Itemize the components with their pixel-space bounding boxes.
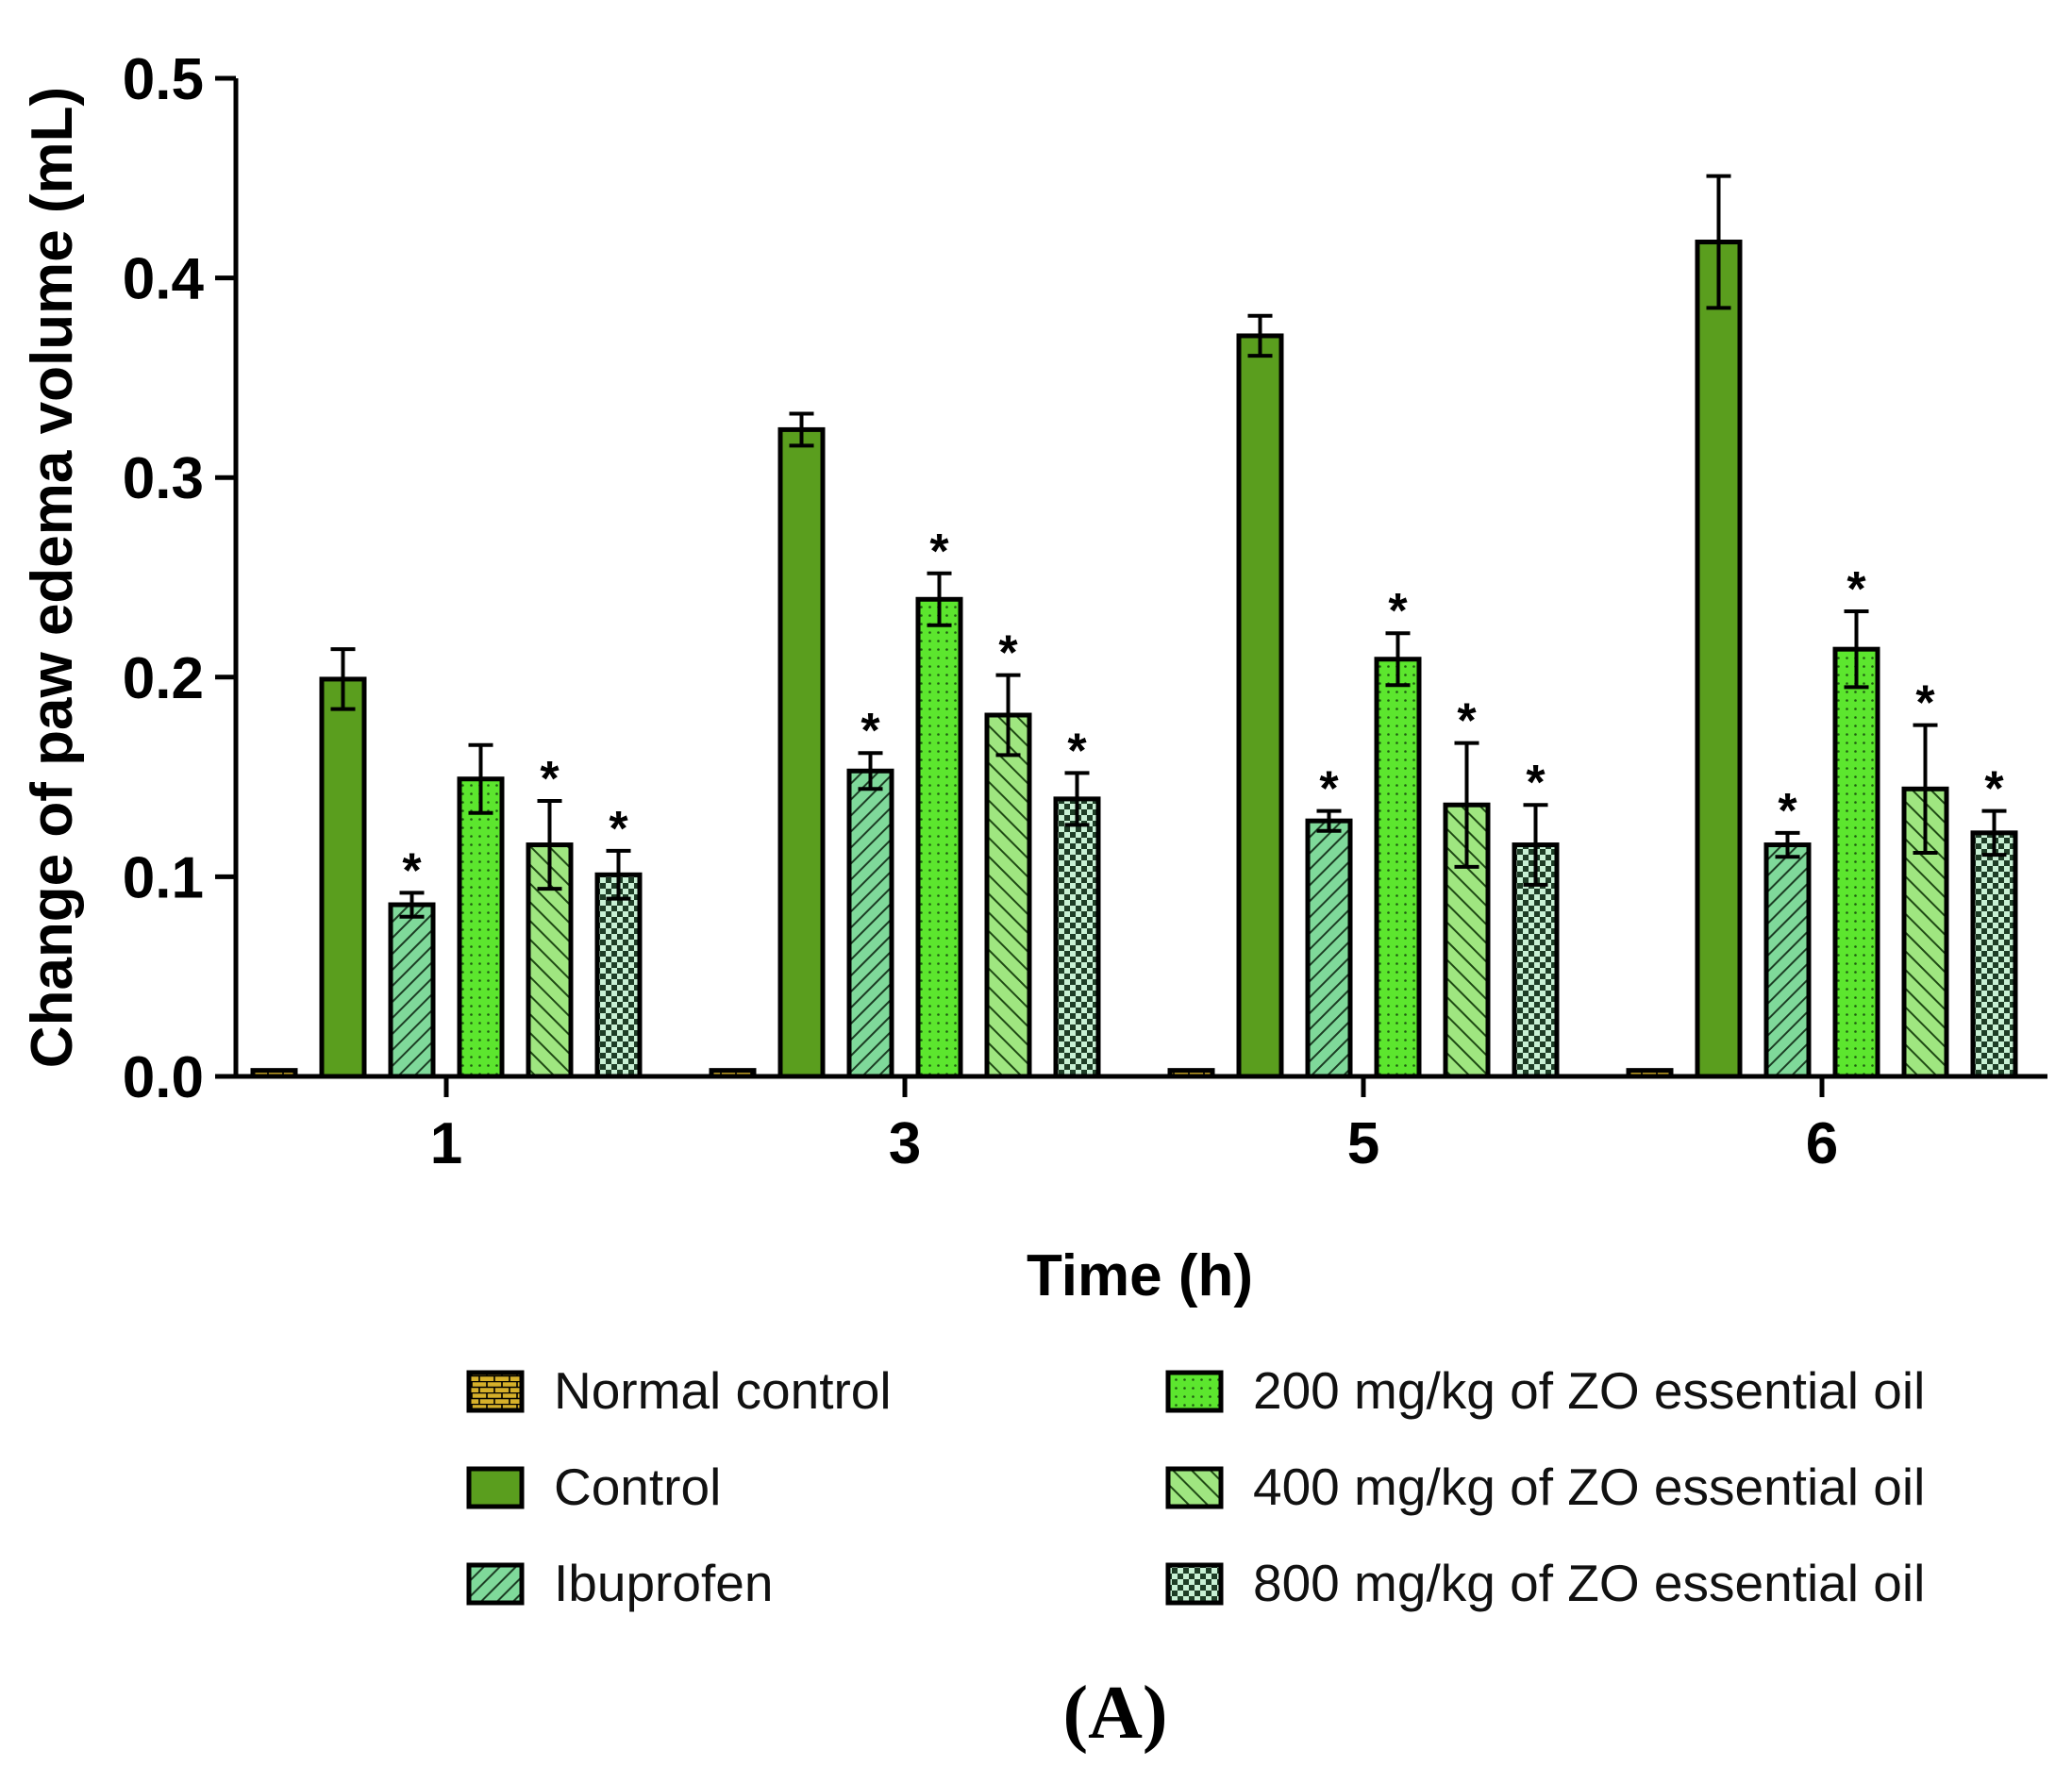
significance-star: * [1526,756,1546,810]
y-tick-label: 0.2 [123,646,204,711]
legend-swatch [1165,1562,1224,1606]
bar [984,712,1032,1079]
significance-star: * [402,843,422,898]
x-ticks: 1 3 5 6 [430,1076,1838,1176]
legend-label: Normal control [554,1361,892,1420]
y-tick-label: 0.0 [123,1045,204,1110]
legend-label: Ibuprofen [554,1554,773,1612]
bar [1695,240,1743,1079]
significance-star: * [998,626,1018,681]
significance-star: * [609,802,628,857]
legend-swatch [466,1466,525,1509]
bar [1763,842,1812,1079]
x-tick-label: 6 [1806,1111,1838,1176]
significance-star: * [1778,784,1797,839]
legend-swatch [1165,1370,1224,1413]
significance-star: * [861,704,880,758]
bar [457,776,505,1079]
bar-marks [250,240,2018,1079]
significance-star: * [1067,724,1087,778]
significance-star: * [1388,584,1408,639]
significance-star: * [540,752,560,807]
bar [1305,818,1353,1079]
y-axis-title: Change of paw edema volume (mL) [20,87,85,1068]
bar [1053,796,1101,1079]
bar [1236,333,1284,1079]
bar [915,596,963,1079]
bar [319,676,367,1079]
bar [250,1068,298,1079]
bar [1626,1068,1674,1079]
error-bars [330,174,2007,919]
bar [594,872,643,1079]
legend-swatch [1165,1466,1224,1509]
x-tick-label: 3 [889,1111,921,1176]
bar [846,768,894,1079]
y-tick-label: 0.5 [123,47,204,112]
bar [709,1068,757,1079]
x-tick-label: 5 [1347,1111,1379,1176]
x-axis-title: Time (h) [1027,1243,1253,1308]
significance-markers: * * * * * * * * * * * * * * * [402,525,2004,899]
bar [777,426,826,1079]
significance-star: * [1846,562,1866,617]
x-tick-label: 1 [430,1111,462,1176]
y-tick-label: 0.4 [123,247,205,312]
legend: Normal control Control Ibuprofen 200 mg/kg … [466,1361,1925,1612]
bar [388,902,436,1079]
significance-star: * [1984,762,2004,817]
panel-label: (A) [1062,1672,1167,1755]
legend-label: 400 mg/kg of ZO essential oil [1253,1458,1925,1516]
significance-star: * [1319,762,1339,817]
y-ticks: 0.0 0.1 0.2 0.3 0.4 0.5 [123,47,236,1110]
significance-star: * [1457,694,1477,749]
y-tick-label: 0.1 [123,845,204,910]
bar [1167,1068,1215,1079]
bar [1832,646,1880,1079]
legend-label: 200 mg/kg of ZO essential oil [1253,1361,1925,1420]
significance-star: * [929,525,949,579]
y-tick-label: 0.3 [123,446,204,511]
legend-swatch [466,1370,525,1413]
bar [1970,830,2018,1079]
legend-label: 800 mg/kg of ZO essential oil [1253,1554,1925,1612]
significance-star: * [1915,676,1935,731]
bar [1374,657,1422,1079]
legend-swatch [466,1562,525,1606]
legend-label: Control [554,1458,721,1516]
